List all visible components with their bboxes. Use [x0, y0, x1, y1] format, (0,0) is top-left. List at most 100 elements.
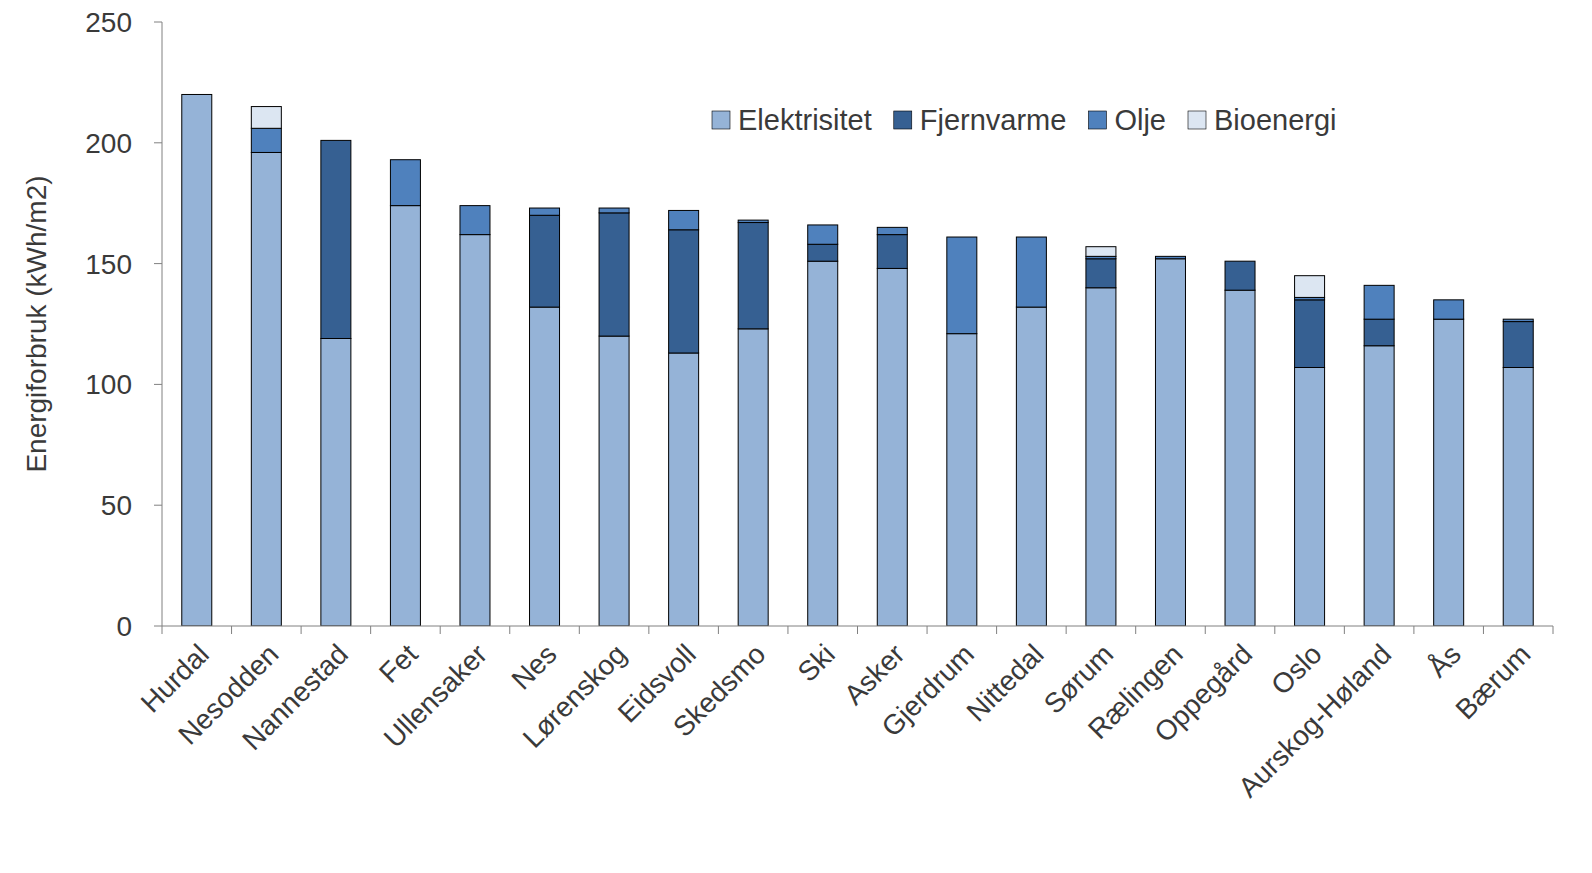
bars	[182, 94, 1533, 626]
x-tick	[579, 626, 580, 634]
legend-swatch	[712, 111, 730, 129]
bar-segment	[182, 94, 212, 626]
bar-segment	[1364, 285, 1394, 286]
x-tick	[787, 626, 788, 634]
bar-segment	[738, 220, 768, 222]
bar-segment	[599, 208, 629, 209]
bar-segment	[251, 128, 281, 152]
x-tick-label: Oslo	[1265, 638, 1328, 701]
bar-segment	[808, 244, 838, 261]
bar-segment	[1503, 319, 1533, 321]
x-tick	[857, 626, 858, 634]
bar-segment	[877, 227, 907, 234]
bar-segment	[947, 237, 977, 334]
x-tick	[927, 626, 928, 634]
x-tick	[1413, 626, 1414, 634]
x-tick	[162, 626, 163, 634]
x-tick-label: Gjerdrum	[876, 638, 980, 742]
bar-segment	[1503, 367, 1533, 626]
bar-segment	[1295, 300, 1325, 368]
bar-segment	[530, 208, 560, 209]
bar-segment	[321, 338, 351, 626]
bar-segment	[738, 223, 768, 329]
x-tick	[231, 626, 232, 634]
x-tick-label: Nes	[506, 638, 563, 695]
bar-segment	[182, 94, 212, 95]
bar-segment	[460, 235, 490, 626]
x-tick-label: Nannestad	[236, 638, 354, 756]
bar-segment	[877, 227, 907, 228]
bar-segment	[947, 237, 977, 238]
bar-segment	[1225, 261, 1255, 262]
y-tick	[154, 384, 162, 385]
bar-segment	[321, 140, 351, 338]
bar-segment	[808, 224, 838, 225]
y-tick-label: 50	[101, 490, 132, 521]
bar-segment	[390, 206, 420, 626]
x-tick	[1066, 626, 1067, 634]
bar-segment	[1086, 288, 1116, 626]
bar-segment	[669, 210, 699, 229]
y-tick	[154, 142, 162, 143]
bar-segment	[599, 213, 629, 336]
bar-segment	[669, 230, 699, 353]
bar-segment	[1364, 346, 1394, 626]
bar-segment	[738, 220, 768, 221]
x-tick	[996, 626, 997, 634]
x-tick	[370, 626, 371, 634]
x-tick	[1205, 626, 1206, 634]
x-tick-label: Lørenskog	[517, 638, 632, 753]
bar-segment	[808, 225, 838, 244]
bar-segment	[877, 235, 907, 269]
x-tick-label: Ås	[1422, 638, 1467, 683]
bar-segment	[1225, 290, 1255, 626]
bar-segment	[1155, 259, 1185, 626]
bar-segment	[182, 94, 212, 95]
bar-segment	[877, 268, 907, 626]
x-tick	[440, 626, 441, 634]
bar-segment	[1086, 259, 1116, 288]
bar-segment	[390, 159, 420, 160]
bar-segment	[530, 208, 560, 215]
bar-segment	[390, 160, 420, 206]
bar-segment	[1503, 322, 1533, 368]
bar-segment	[1295, 276, 1325, 298]
bar-segment	[1434, 299, 1464, 300]
x-tick	[1344, 626, 1345, 634]
x-tick	[1135, 626, 1136, 634]
x-tick-label: Skedsmo	[667, 638, 771, 742]
bar-segment	[1503, 319, 1533, 320]
bar-segment	[251, 107, 281, 129]
bar-segment	[1086, 247, 1116, 257]
legend-label: Olje	[1114, 104, 1166, 136]
bar-segment	[1016, 237, 1046, 307]
x-tick	[1483, 626, 1484, 634]
y-tick-label: 100	[85, 369, 132, 400]
y-tick	[154, 263, 162, 264]
bar-segment	[530, 215, 560, 307]
bar-segment	[599, 208, 629, 213]
bar-segment	[1434, 319, 1464, 626]
legend-label: Elektrisitet	[738, 104, 872, 136]
x-tick-label: Nittedal	[961, 638, 1050, 727]
legend-label: Fjernvarme	[920, 104, 1067, 136]
bar-segment	[1155, 256, 1185, 257]
x-tick-label: Aurskog-Høland	[1232, 638, 1397, 803]
bar-segment	[669, 210, 699, 211]
legend-swatch	[1188, 111, 1206, 129]
x-tick	[648, 626, 649, 634]
x-tick	[718, 626, 719, 634]
bar-segment	[1295, 367, 1325, 626]
bar-segment	[1016, 237, 1046, 238]
bar-segment	[1225, 261, 1255, 262]
bar-segment	[738, 329, 768, 626]
y-tick-label: 200	[85, 128, 132, 159]
legend: Elektrisitet Fjernvarme Olje Bioenergi	[712, 104, 1337, 136]
legend-swatch	[1088, 111, 1106, 129]
bar-segment	[460, 206, 490, 235]
y-tick	[154, 22, 162, 23]
bar-segment	[530, 307, 560, 626]
bar-segment	[321, 140, 351, 141]
legend-label: Bioenergi	[1214, 104, 1337, 136]
bar-segment	[669, 353, 699, 626]
